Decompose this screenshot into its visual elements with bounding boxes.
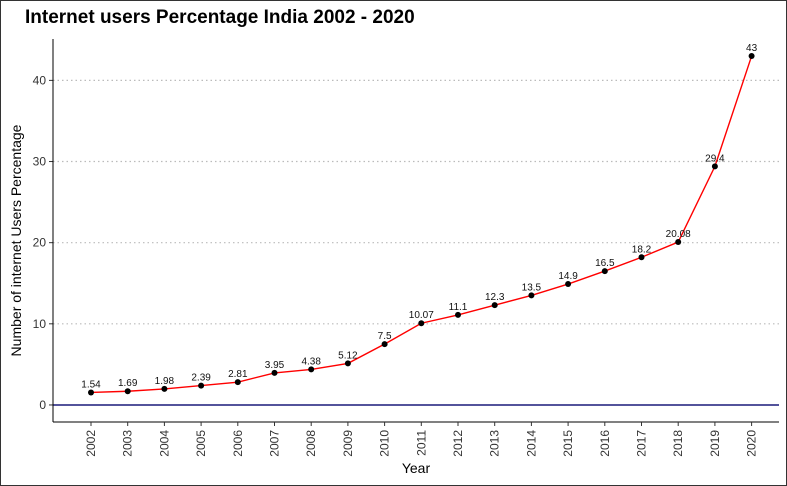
x-tick-label-2003: 2003 xyxy=(121,430,135,457)
x-tick-label-2016: 2016 xyxy=(598,430,612,457)
x-tick-label-2005: 2005 xyxy=(194,430,208,457)
data-label-2019: 29.4 xyxy=(705,153,725,164)
x-tick-label-2013: 2013 xyxy=(488,430,502,457)
chart-title: Internet users Percentage India 2002 - 2… xyxy=(25,7,415,28)
y-tick-label-20: 20 xyxy=(33,236,47,250)
data-label-2015: 14.9 xyxy=(558,271,578,282)
x-tick-label-2018: 2018 xyxy=(671,430,685,457)
data-label-2011: 10.07 xyxy=(409,310,434,321)
x-tick-label-2014: 2014 xyxy=(524,430,538,457)
x-tick-label-2009: 2009 xyxy=(341,430,355,457)
data-labels: 1.54 1.69 1.98 2.39 2.81 3.95 4.38 5.12 7.5 10.07… xyxy=(81,43,757,390)
x-tick-label-2015: 2015 xyxy=(561,430,575,457)
data-label-2009: 5.12 xyxy=(338,350,358,361)
series-line-layer xyxy=(90,55,753,394)
data-label-2016: 16.5 xyxy=(595,258,615,269)
data-point-2006 xyxy=(234,379,241,386)
data-label-2006: 2.81 xyxy=(228,369,248,380)
y-tick-label-0: 0 xyxy=(39,398,46,412)
data-point-2015 xyxy=(565,281,572,288)
data-label-2012: 11.1 xyxy=(449,302,468,313)
data-label-2002: 1.54 xyxy=(81,379,101,390)
y-axis-title: Number of internet Users Percentage xyxy=(8,124,24,356)
data-label-2008: 4.38 xyxy=(301,356,321,367)
data-label-2017: 18.2 xyxy=(632,244,652,255)
data-label-2013: 12.3 xyxy=(485,292,505,303)
data-point-2010 xyxy=(381,341,388,348)
data-point-2017 xyxy=(638,254,645,261)
data-point-2014 xyxy=(528,292,535,299)
x-tick-label-2019: 2019 xyxy=(708,430,722,457)
x-tick-label-2007: 2007 xyxy=(268,430,282,457)
x-tick-label-2020: 2020 xyxy=(745,430,759,457)
data-label-2010: 7.5 xyxy=(378,331,392,342)
x-tick-label-2010: 2010 xyxy=(378,430,392,457)
y-tick-label-10: 10 xyxy=(33,317,47,331)
grid-lines xyxy=(53,79,779,406)
data-label-2003: 1.69 xyxy=(118,378,138,389)
x-tick-label-2017: 2017 xyxy=(635,430,649,457)
data-point-2009 xyxy=(344,360,351,367)
data-point-2007 xyxy=(271,369,278,376)
x-tick-label-2008: 2008 xyxy=(304,430,318,457)
data-point-2002 xyxy=(88,389,94,396)
data-label-2007: 3.95 xyxy=(265,360,285,371)
data-point-2012 xyxy=(455,311,461,318)
data-point-2008 xyxy=(308,366,315,373)
data-label-2014: 13.5 xyxy=(522,282,542,293)
data-label-2020: 43 xyxy=(746,43,758,54)
data-point-2011 xyxy=(418,320,425,327)
axes: 0 10 20 30 40 2002 2003 2004 2005 2006 2007 2008 200… xyxy=(33,39,779,457)
data-point-2004 xyxy=(161,385,168,392)
x-axis-title: Year xyxy=(402,460,431,476)
x-tick-label-2006: 2006 xyxy=(231,430,245,457)
data-point-2019 xyxy=(711,163,718,170)
data-point-2013 xyxy=(491,302,498,309)
data-point-2020 xyxy=(748,53,755,60)
x-tick-label-2002: 2002 xyxy=(84,430,98,457)
data-label-2018: 20.08 xyxy=(666,229,691,240)
x-tick-label-2004: 2004 xyxy=(157,430,171,457)
data-point-2016 xyxy=(601,268,608,275)
data-label-2004: 1.98 xyxy=(155,376,175,387)
y-tick-label-40: 40 xyxy=(33,73,47,87)
x-tick-label-2011: 2011 xyxy=(414,430,428,456)
data-points xyxy=(88,53,755,396)
data-label-2005: 2.39 xyxy=(191,373,211,384)
y-tick-label-30: 30 xyxy=(33,155,47,169)
series-line xyxy=(90,55,753,394)
x-tick-label-2012: 2012 xyxy=(451,430,465,457)
data-point-2005 xyxy=(198,382,205,389)
data-point-2003 xyxy=(124,388,131,395)
data-point-2018 xyxy=(675,239,682,246)
